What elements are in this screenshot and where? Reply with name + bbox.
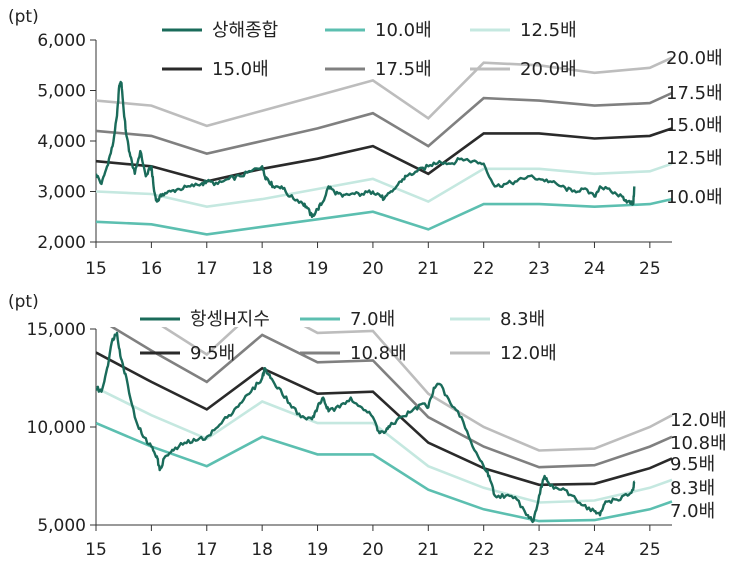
x-tick-label: 15 [85, 259, 107, 279]
x-tick-label: 22 [473, 540, 495, 560]
x-tick-label: 16 [141, 540, 163, 560]
y-unit-label: (pt) [8, 7, 39, 27]
legend-label: 12.5배 [520, 20, 577, 41]
end-label: 12.0배 [670, 410, 727, 431]
x-tick-label: 16 [141, 259, 163, 279]
legend-label: 7.0배 [350, 309, 395, 330]
chart-panel-hscei: (pt) 5,000 10,000 15,000 15 16 17 18 19 20 21 22 23 2… [8, 292, 727, 560]
y-unit-label: (pt) [8, 292, 39, 312]
x-tick-label: 25 [639, 540, 661, 560]
x-tick-label: 18 [251, 540, 273, 560]
x-tick-label: 23 [528, 259, 550, 279]
legend-label: 9.5배 [190, 343, 235, 364]
x-tick-label: 25 [639, 259, 661, 279]
band-line-10-8배 [109, 327, 673, 469]
legend-label: 10.0배 [375, 20, 432, 41]
x-tick-label: 21 [417, 259, 439, 279]
end-label: 8.3배 [670, 478, 715, 499]
x-tick-label: 17 [196, 259, 218, 279]
x-tick-label: 20 [362, 540, 384, 560]
end-label: 10.0배 [666, 187, 723, 208]
band-line-12-0배 [161, 327, 673, 452]
band-line-12-5배 [96, 162, 673, 209]
legend-label: 12.0배 [500, 343, 557, 364]
x-tick-label: 24 [584, 259, 606, 279]
y-tick-label: 3,000 [37, 183, 86, 203]
y-tick-label: 5,000 [37, 82, 86, 102]
x-tick-label: 19 [307, 540, 329, 560]
band-line-10-0배 [96, 197, 673, 236]
y-tick-label: 15,000 [27, 320, 86, 340]
legend-label: 항셍H지수 [190, 309, 270, 330]
x-tick-label: 21 [417, 540, 439, 560]
x-tick-label: 22 [473, 259, 495, 279]
x-tick-label: 19 [307, 259, 329, 279]
legend-label: 15.0배 [212, 59, 269, 80]
end-label: 20.0배 [666, 48, 723, 69]
end-label: 10.8배 [670, 433, 727, 454]
band-line-20-0배 [96, 56, 673, 128]
x-tick-label: 20 [362, 259, 384, 279]
x-tick-label: 23 [528, 540, 550, 560]
end-label: 17.5배 [666, 83, 723, 104]
legend-label: 17.5배 [375, 59, 432, 80]
x-tick-label: 24 [584, 540, 606, 560]
end-label: 12.5배 [666, 148, 723, 169]
index-line [96, 80, 636, 219]
x-tick-label: 18 [251, 259, 273, 279]
y-tick-label: 5,000 [37, 516, 86, 536]
x-tick-label: 15 [85, 540, 107, 560]
index-line [96, 331, 636, 524]
y-tick-label: 6,000 [37, 31, 86, 51]
band-line-17-5배 [96, 91, 673, 155]
y-tick-label: 4,000 [37, 132, 86, 152]
band-line-7-0배 [96, 421, 673, 523]
band-line-8-3배 [96, 386, 673, 504]
chart-panel-shanghai: (pt) 2,000 3,000 4,000 5,000 6,000 15 16 17 18 19 2… [8, 7, 723, 279]
legend-label: 20.0배 [520, 59, 577, 80]
end-label: 7.0배 [670, 501, 715, 522]
y-tick-label: 10,000 [27, 418, 86, 438]
band-line-15-0배 [96, 127, 673, 183]
legend-label: 상해종합 [212, 20, 278, 41]
legend-label: 8.3배 [500, 309, 545, 330]
end-label: 15.0배 [666, 115, 723, 136]
legend-label: 10.8배 [350, 343, 407, 364]
end-label: 9.5배 [670, 454, 715, 475]
y-tick-label: 2,000 [37, 233, 86, 253]
x-tick-label: 17 [196, 540, 218, 560]
